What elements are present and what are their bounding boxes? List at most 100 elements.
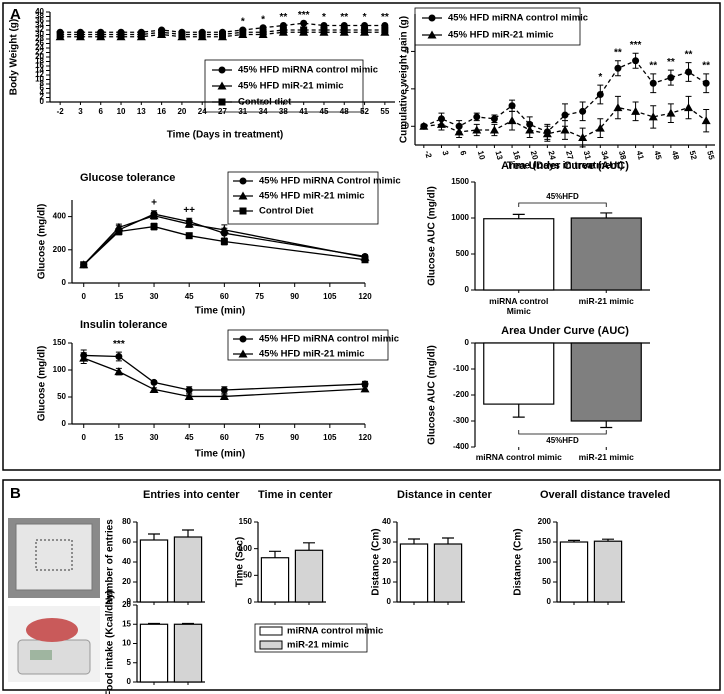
marker — [137, 31, 145, 38]
y-axis-title: Glucose (mg/dl) — [37, 346, 48, 422]
photo-scale-body — [17, 639, 91, 675]
legend-swatch — [259, 626, 283, 636]
y-tick-label: 40 — [122, 557, 131, 566]
error-bar — [182, 529, 194, 537]
marker — [525, 125, 535, 134]
legend-label: Control diet — [238, 97, 292, 108]
error-bar — [269, 550, 281, 558]
marker — [219, 31, 226, 38]
x-tick-label: 16 — [511, 150, 522, 161]
marker — [701, 116, 711, 125]
x-tick-label: 45 — [185, 433, 194, 442]
significance-label: ++ — [183, 205, 195, 216]
legend-box — [254, 623, 368, 653]
x-tick-label: 31 — [582, 150, 593, 161]
x-tick-label: 105 — [323, 292, 337, 301]
y-tick-label: 5 — [127, 658, 132, 667]
legend-box — [227, 329, 389, 361]
chart: 0 15 30 45 60 75 90 105 120 0 200 400 Glucose (mg/dl… — [37, 171, 401, 317]
x-tick-label: 0 — [81, 433, 86, 442]
panel-label: B — [10, 485, 21, 502]
x-tick-label: 34 — [599, 150, 610, 161]
y-tick-label: 10 — [122, 639, 131, 648]
significance-label: ** — [614, 47, 622, 58]
significance-label: ** — [649, 61, 657, 72]
x-tick-label: 60 — [220, 292, 229, 301]
marker — [613, 103, 623, 112]
x-axis-title: Time (Days in treatment) — [507, 161, 624, 172]
y-tick-label: 20 — [122, 600, 131, 609]
y-tick-label: 28 — [35, 34, 44, 43]
marker — [490, 115, 498, 123]
y-tick-label: 15 — [122, 619, 131, 628]
y-tick-label: -400 — [453, 442, 470, 451]
marker — [158, 28, 166, 36]
bar — [483, 218, 555, 291]
marker — [198, 31, 206, 38]
bar — [173, 536, 203, 603]
y-tick-label: 0 — [40, 97, 45, 106]
y-tick-label: 18 — [35, 57, 44, 66]
marker — [361, 256, 369, 264]
bar — [593, 540, 623, 603]
marker — [76, 31, 84, 38]
y-tick-label: 50 — [542, 577, 551, 586]
legend-swatch — [259, 640, 283, 650]
x-tick-label: 3 — [78, 107, 83, 116]
chart: -2 3 6 10 13 16 20 24 27 31 34 38 41 45 48 52 5502468101… — [9, 7, 395, 141]
x-tick-label: 24 — [546, 150, 557, 161]
panel-label: A — [10, 6, 21, 23]
bar — [570, 217, 642, 291]
y-tick-label: 0 — [62, 419, 67, 428]
marker — [218, 66, 226, 74]
marker — [79, 353, 89, 362]
x-tick-label: 38 — [617, 150, 628, 161]
significance-label: *** — [298, 10, 310, 21]
panel-frame — [2, 479, 721, 691]
error-bar — [512, 213, 525, 219]
y-axis-title: Distance (Cm) — [513, 528, 524, 595]
marker — [178, 31, 186, 38]
series-line — [83, 225, 366, 266]
chart: -400 -300 -200 -100 0 Glucose AUC (mg/dl) Area… — [427, 325, 650, 462]
y-tick-label: 10 — [382, 577, 391, 586]
significance-label: * — [241, 17, 245, 28]
y-axis-title: Glucose AUC (mg/dl) — [427, 345, 438, 445]
significance-label: * — [261, 14, 265, 25]
x-tick-label: -2 — [57, 107, 65, 116]
marker — [596, 90, 604, 98]
x-tick-label: 90 — [290, 292, 299, 301]
y-tick-label: 40 — [382, 517, 391, 526]
marker — [381, 26, 389, 34]
significance-label: ** — [667, 57, 675, 68]
marker — [185, 232, 193, 240]
y-axis-title: Glucose AUC (mg/dl) — [427, 186, 438, 286]
chart-title: Time in center — [258, 489, 333, 501]
marker — [614, 64, 622, 72]
bar — [483, 342, 555, 405]
y-tick-label: 0 — [387, 597, 392, 606]
error-bar — [600, 421, 613, 429]
x-tick-label: miRNA control mimic — [475, 452, 562, 462]
y-tick-label: 26 — [35, 39, 44, 48]
series-line — [83, 354, 366, 391]
y-tick-label: 38 — [35, 12, 44, 21]
x-tick-label: 15 — [114, 292, 123, 301]
marker — [649, 79, 657, 87]
significance-label: * — [598, 72, 602, 83]
x-tick-label: 45 — [185, 292, 194, 301]
error-bar — [442, 537, 454, 544]
marker — [149, 384, 159, 393]
chart-title: Area Under Curve (AUC) — [501, 160, 629, 172]
y-tick-label: 0 — [465, 338, 470, 347]
marker — [360, 384, 370, 393]
marker — [684, 103, 694, 112]
legend-label: 45% HFD miR-21 mimic — [259, 349, 365, 360]
legend-label: miR-21 mimic — [287, 640, 349, 651]
y-tick-label: 150 — [239, 517, 253, 526]
y-tick-label: 40 — [35, 7, 44, 16]
legend-box — [414, 7, 581, 46]
significance-label: ** — [702, 61, 710, 72]
x-tick-label: 20 — [529, 150, 540, 161]
